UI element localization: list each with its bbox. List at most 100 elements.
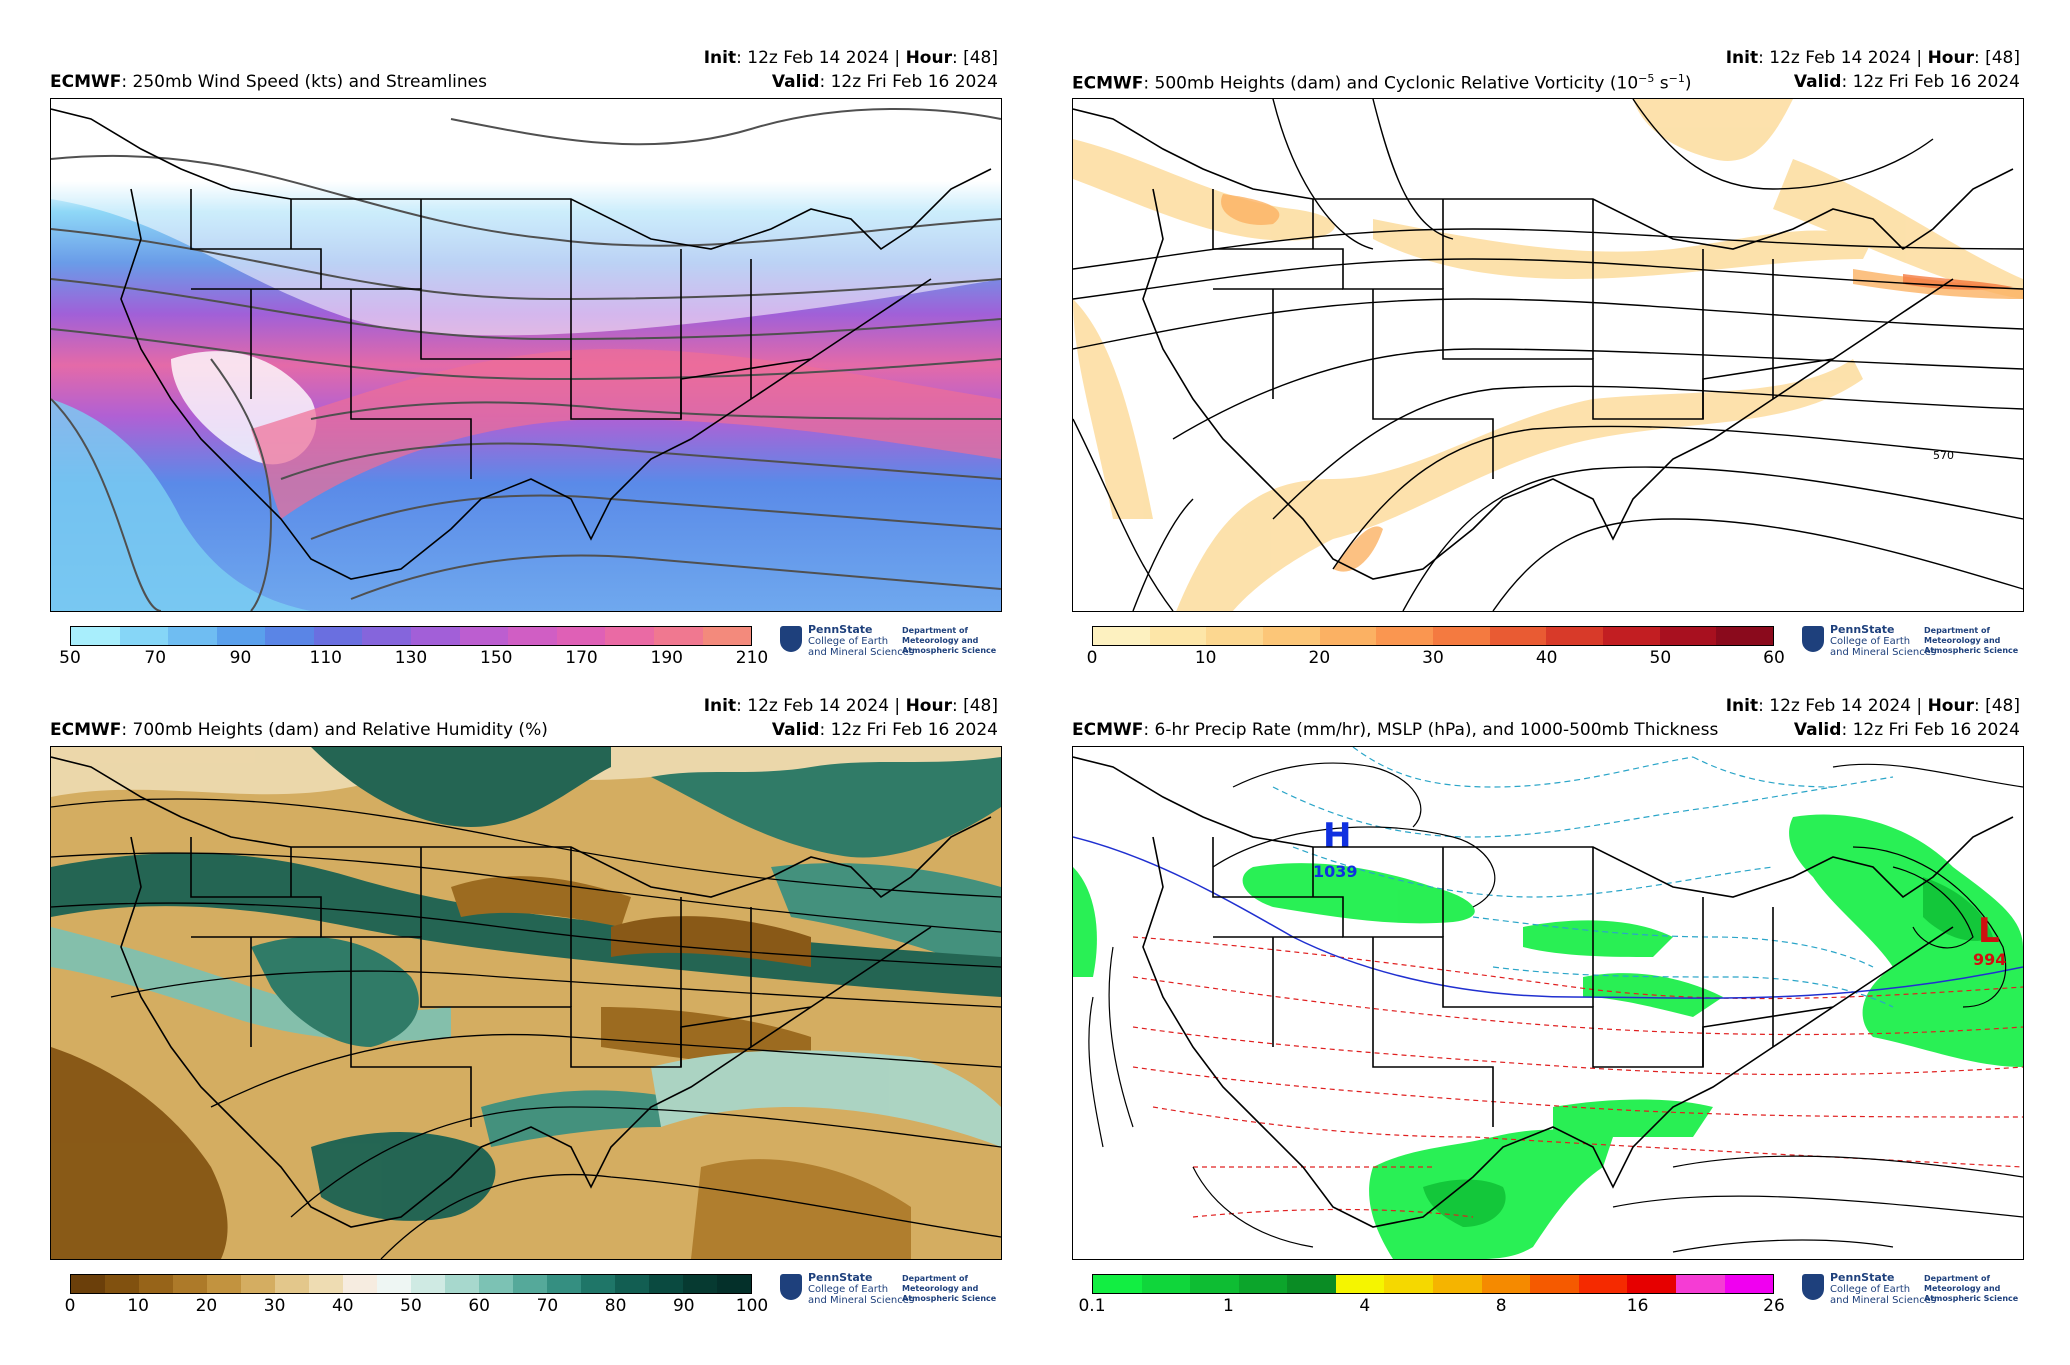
valid-header: Valid: 12z Fri Feb 16 2024 [1793,72,2020,92]
precip-rate-colorbar [1092,1274,1774,1294]
colorbar-tick-label: 80 [604,1296,627,1316]
colorbar-segment [649,1275,683,1293]
pennstate-logo: PennState College of Earth and Mineral Sci… [1802,1272,2032,1308]
colorbar-tick-label: 190 [650,648,683,668]
colorbar-tick-label: 30 [263,1296,286,1316]
colorbar-segment [216,627,266,645]
colorbar-segment [1376,627,1434,645]
valid-header: Valid: 12z Fri Feb 16 2024 [1793,720,2020,740]
colorbar-segment [1627,1275,1676,1293]
init-header: Init: 12z Feb 14 2024 | Hour: [48] [703,48,998,68]
vorticity-colorbar-ticks: 0 10 20 30 40 50 60 [1087,648,1785,670]
colorbar-segment [1190,1275,1239,1293]
contour-label: 570 [1933,449,1954,462]
colorbar-segment [168,627,217,645]
colorbar-segment [1093,627,1150,645]
colorbar-tick-label: 110 [309,648,342,668]
colorbar-segment [1578,1275,1628,1293]
colorbar-segment [1716,627,1774,645]
panel-250mb-wind: Init: 12z Feb 14 2024 | Hour: [48] ECMWF… [40,40,1040,680]
colorbar-segment [411,1275,445,1293]
colorbar-segment [1263,627,1320,645]
colorbar-segment [556,627,606,645]
colorbar-segment [309,1275,343,1293]
colorbar-segment [683,1275,717,1293]
wind-speed-map [50,98,1002,612]
colorbar-tick-label: 30 [1422,648,1444,668]
colorbar-segment [513,1275,547,1293]
init-header: Init: 12z Feb 14 2024 | Hour: [48] [703,696,998,716]
colorbar-segment [119,627,169,645]
colorbar-segment [1530,1275,1579,1293]
wind-speed-colorbar-ticks: 50 70 90 110 130 150 170 190 210 [59,648,768,670]
map-title: ECMWF: 500mb Heights (dam) and Cyclonic … [1072,72,1692,94]
colorbar-segment [1724,1275,1774,1293]
colorbar-segment [241,1275,275,1293]
colorbar-segment [1481,1275,1531,1293]
colorbar-segment [275,1275,309,1293]
pennstate-logo: PennState College of Earth and Mineral Sci… [780,624,1010,660]
colorbar-segment [1546,627,1604,645]
colorbar-segment [1335,1275,1385,1293]
colorbar-tick-label: 0 [64,1296,76,1316]
colorbar-tick-label: 8 [1495,1296,1507,1316]
valid-header: Valid: 12z Fri Feb 16 2024 [771,72,998,92]
low-pressure-letter: L [1978,911,2000,951]
precip-rate-colorbar-ticks: 0.1 1 4 8 16 26 [1078,1296,1784,1318]
colorbar-segment [1093,1275,1142,1293]
colorbar-segment [71,627,120,645]
relative-humidity-colorbar-ticks: 0 10 20 30 40 50 60 70 80 90 100 [65,1296,769,1318]
colorbar-segment [508,627,557,645]
colorbar-segment [265,627,314,645]
high-pressure-letter: H [1323,816,1351,856]
pennstate-shield-icon [780,1274,802,1300]
pennstate-logo: PennState College of Earth and Mineral Sci… [1802,624,2032,660]
colorbar-tick-label: 26 [1763,1296,1785,1316]
colorbar-segment [1433,627,1490,645]
colorbar-segment [207,1275,241,1293]
colorbar-segment [702,627,752,645]
colorbar-tick-label: 210 [735,648,769,668]
panel-700mb-rh: Init: 12z Feb 14 2024 | Hour: [48] ECMWF… [40,688,1040,1328]
panel-precip-mslp: Init: 12z Feb 14 2024 | Hour: [48] ECMWF… [1062,688,2062,1328]
colorbar-tick-label: 40 [1535,648,1558,668]
valid-header: Valid: 12z Fri Feb 16 2024 [771,720,998,740]
colorbar-tick-label: 20 [1308,648,1331,668]
colorbar-tick-label: 170 [565,648,598,668]
colorbar-tick-label: 100 [735,1296,769,1316]
colorbar-tick-label: 60 [468,1296,491,1316]
colorbar-segment [653,627,703,645]
colorbar-segment [1433,1275,1482,1293]
colorbar-segment [459,627,509,645]
colorbar-segment [139,1275,173,1293]
colorbar-tick-label: 4 [1359,1296,1371,1316]
colorbar-tick-label: 10 [1194,648,1217,668]
colorbar-tick-label: 50 [1649,648,1672,668]
wind-speed-colorbar [70,626,752,646]
colorbar-segment [1675,1275,1725,1293]
vorticity-map: 570 [1072,98,2024,612]
pennstate-logo: PennState College of Earth and Mineral Sci… [780,1272,1010,1308]
map-title: ECMWF: 6-hr Precip Rate (mm/hr), MSLP (h… [1072,720,1719,740]
colorbar-tick-label: 40 [331,1296,354,1316]
colorbar-tick-label: 130 [394,648,428,668]
high-pressure-value: 1039 [1313,862,1358,881]
colorbar-segment [1287,1275,1336,1293]
map-title: ECMWF: 700mb Heights (dam) and Relative … [50,720,548,740]
colorbar-tick-label: 60 [1763,648,1785,668]
colorbar-tick-label: 0.1 [1078,1296,1106,1316]
colorbar-segment [173,1275,207,1293]
colorbar-segment [1238,1275,1288,1293]
colorbar-tick-label: 70 [536,1296,559,1316]
colorbar-segment [547,1275,581,1293]
colorbar-tick-label: 50 [59,648,81,668]
colorbar-segment [1603,627,1660,645]
colorbar-tick-label: 50 [400,1296,422,1316]
colorbar-segment [1141,1275,1191,1293]
pennstate-shield-icon [780,626,802,652]
precip-mslp-map: H 1039 L 994 [1072,746,2024,1260]
colorbar-segment [605,627,654,645]
pennstate-shield-icon [1802,626,1824,652]
colorbar-tick-label: 0 [1086,648,1098,668]
colorbar-segment [313,627,363,645]
